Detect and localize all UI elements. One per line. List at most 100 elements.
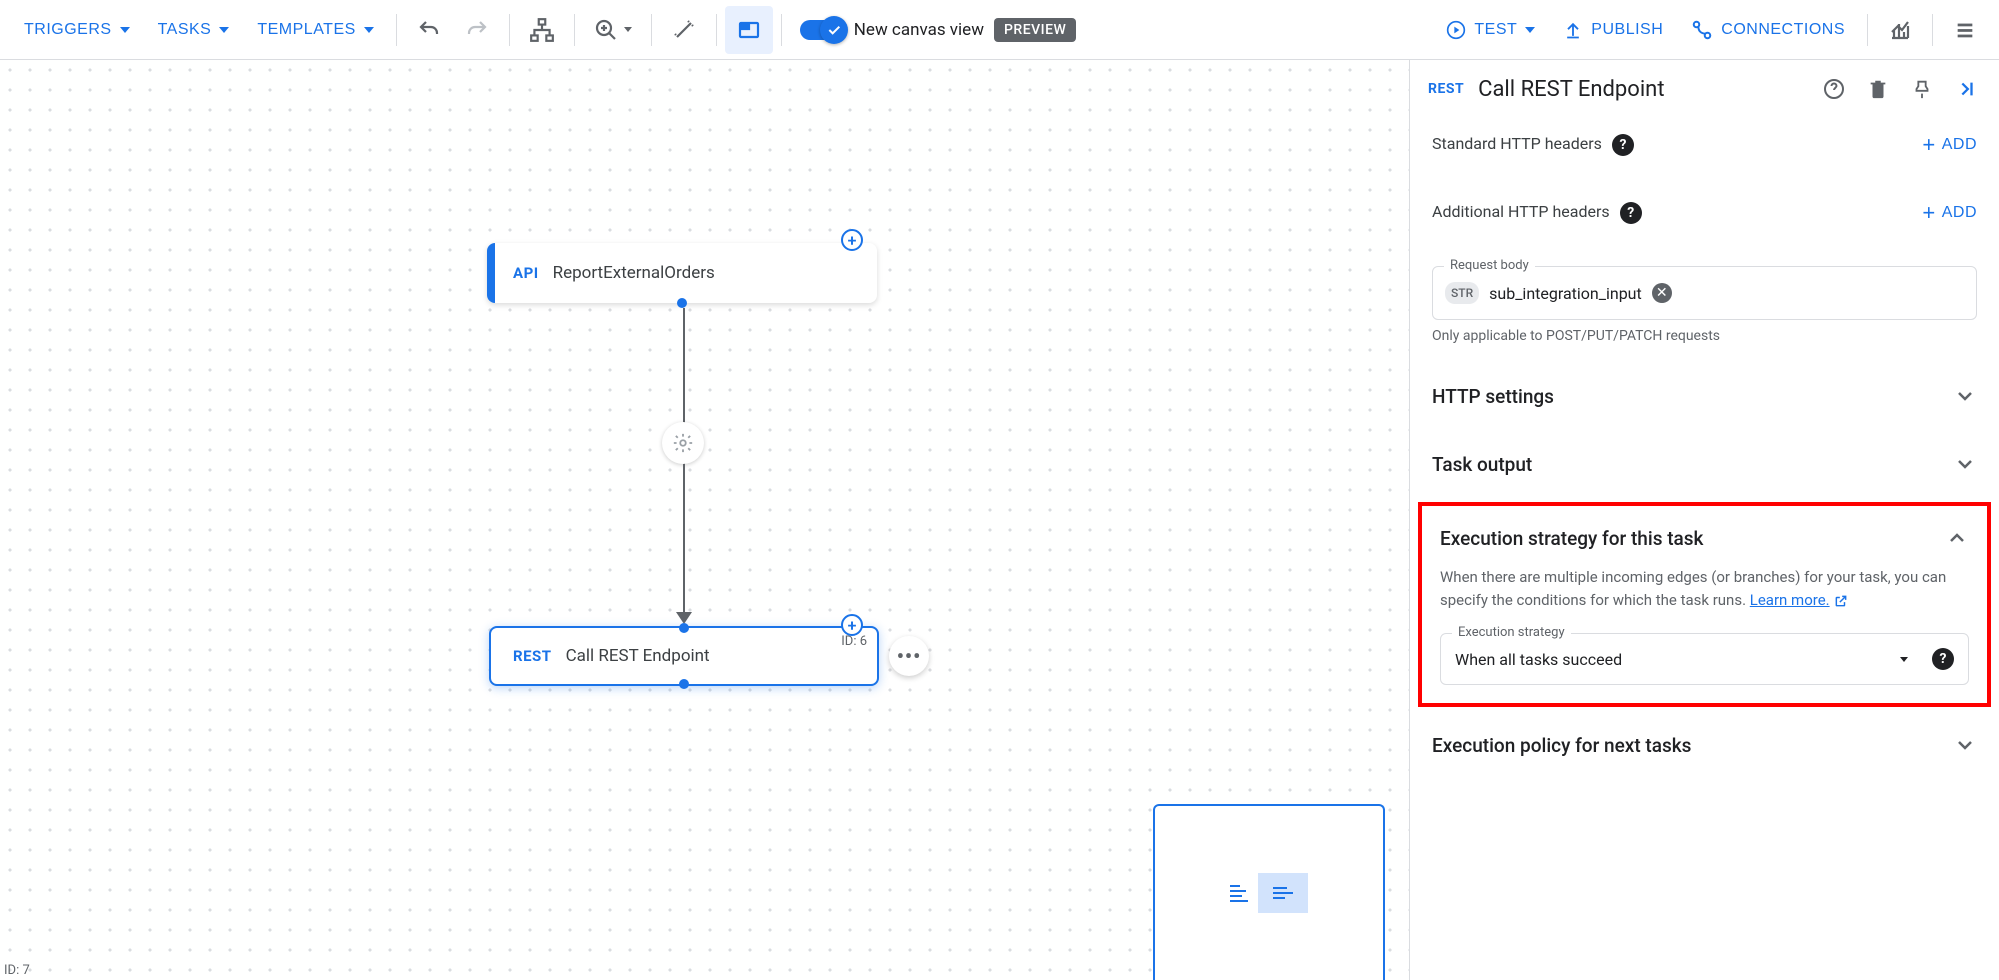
- test-button[interactable]: TEST: [1432, 10, 1549, 50]
- help-icon[interactable]: ?: [1612, 134, 1634, 156]
- node-more-button[interactable]: •••: [889, 636, 929, 676]
- panel-toggle-button[interactable]: [725, 6, 773, 54]
- addl-headers-row: Additional HTTP headers? +ADD: [1410, 172, 1999, 240]
- separator: [781, 14, 782, 46]
- help-button[interactable]: [1819, 74, 1849, 104]
- learn-more-link[interactable]: Learn more.: [1750, 591, 1848, 609]
- templates-menu[interactable]: TEMPLATES: [243, 10, 387, 50]
- menu-button[interactable]: [1941, 6, 1989, 54]
- edge-settings-button[interactable]: [662, 422, 704, 464]
- std-headers-row: Standard HTTP headers? +ADD: [1410, 118, 1999, 172]
- task-output-accordion[interactable]: Task output: [1410, 430, 1999, 498]
- triggers-label: TRIGGERS: [24, 21, 112, 39]
- http-settings-accordion[interactable]: HTTP settings: [1410, 362, 1999, 430]
- node-label: Call REST Endpoint: [566, 646, 734, 666]
- request-body-field: Request body STR sub_integration_input ✕: [1432, 266, 1977, 320]
- exec-strategy-value: When all tasks succeed: [1455, 650, 1888, 669]
- task-output-title: Task output: [1432, 453, 1532, 476]
- input-port[interactable]: [679, 623, 689, 633]
- undo-icon: [417, 18, 441, 42]
- chevron-down-icon: [1953, 384, 1977, 408]
- separator: [574, 14, 575, 46]
- help-icon[interactable]: ?: [1620, 202, 1642, 224]
- gear-icon: [672, 432, 694, 454]
- canvas-view-toggle[interactable]: [800, 20, 844, 40]
- node-id: ID: 6: [841, 634, 867, 649]
- connections-button[interactable]: CONNECTIONS: [1677, 10, 1859, 50]
- chip-type-badge: STR: [1445, 282, 1479, 304]
- exec-policy-title: Execution policy for next tasks: [1432, 734, 1691, 757]
- minimap-lines-icon: [1273, 887, 1293, 899]
- trigger-node[interactable]: API ReportExternalOrders +: [487, 243, 877, 303]
- api-icon: API: [513, 264, 539, 282]
- exec-strategy-section: Execution strategy for this task When th…: [1418, 502, 1991, 707]
- chevron-up-icon: [1945, 526, 1969, 550]
- details-panel: REST Call REST Endpoint Standard HTTP he…: [1409, 60, 1999, 980]
- separator: [1932, 14, 1933, 46]
- tasks-label: TASKS: [158, 21, 212, 39]
- chevron-down-icon: [1900, 657, 1908, 662]
- publish-icon: [1563, 20, 1583, 40]
- exec-strategy-accordion[interactable]: Execution strategy for this task: [1422, 506, 1987, 560]
- zoom-button[interactable]: [583, 6, 643, 54]
- collapse-icon: [1955, 78, 1977, 100]
- stats-button[interactable]: [1876, 6, 1924, 54]
- undo-button[interactable]: [405, 6, 453, 54]
- redo-icon: [465, 18, 489, 42]
- separator: [396, 14, 397, 46]
- separator: [509, 14, 510, 46]
- redo-button[interactable]: [453, 6, 501, 54]
- preview-badge: PREVIEW: [994, 18, 1076, 42]
- chip-remove-button[interactable]: ✕: [1652, 283, 1672, 303]
- chevron-down-icon: [1953, 452, 1977, 476]
- canvas[interactable]: API ReportExternalOrders + REST Call RES…: [0, 60, 1409, 980]
- layout-button[interactable]: [518, 6, 566, 54]
- layout-icon: [529, 17, 555, 43]
- edge: [683, 464, 685, 612]
- output-port[interactable]: [677, 298, 687, 308]
- request-body-input[interactable]: STR sub_integration_input ✕: [1432, 266, 1977, 320]
- tasks-menu[interactable]: TASKS: [144, 10, 244, 50]
- pin-button[interactable]: [1907, 74, 1937, 104]
- collapse-button[interactable]: [1951, 74, 1981, 104]
- toolbar: TRIGGERS TASKS TEMPLATES New canvas view…: [0, 0, 1999, 60]
- add-std-header-button[interactable]: +ADD: [1922, 132, 1977, 158]
- minimap-lines-icon: [1230, 885, 1248, 902]
- play-icon: [1446, 20, 1466, 40]
- menu-icon: [1954, 19, 1976, 41]
- exec-strategy-title: Execution strategy for this task: [1440, 527, 1703, 550]
- minimap[interactable]: [1153, 804, 1385, 980]
- add-addl-header-button[interactable]: +ADD: [1922, 200, 1977, 226]
- add-node-button[interactable]: +: [841, 614, 863, 636]
- test-label: TEST: [1474, 21, 1517, 39]
- addl-headers-label: Additional HTTP headers: [1432, 202, 1610, 221]
- chevron-down-icon: [120, 27, 130, 33]
- http-settings-title: HTTP settings: [1432, 385, 1554, 408]
- separator: [716, 14, 717, 46]
- chip-value: sub_integration_input: [1489, 284, 1642, 303]
- output-port[interactable]: [679, 679, 689, 689]
- minimap-viewport: [1258, 873, 1308, 913]
- triggers-menu[interactable]: TRIGGERS: [10, 10, 144, 50]
- exec-strategy-select[interactable]: When all tasks succeed ?: [1440, 633, 1969, 685]
- node-accent-bar: [487, 243, 495, 303]
- delete-button[interactable]: [1863, 74, 1893, 104]
- node-label: ReportExternalOrders: [553, 263, 739, 283]
- check-icon: [826, 22, 842, 38]
- panel-header: REST Call REST Endpoint: [1410, 60, 1999, 118]
- wand-button[interactable]: [660, 6, 708, 54]
- publish-button[interactable]: PUBLISH: [1549, 10, 1677, 50]
- chevron-down-icon: [1525, 27, 1535, 33]
- templates-label: TEMPLATES: [257, 21, 355, 39]
- new-canvas-label: New canvas view: [854, 20, 984, 40]
- panel-icon: [737, 18, 761, 42]
- publish-label: PUBLISH: [1591, 21, 1663, 39]
- exec-strategy-select-wrap: Execution strategy When all tasks succee…: [1440, 633, 1969, 685]
- separator: [1867, 14, 1868, 46]
- chevron-down-icon: [219, 27, 229, 33]
- task-node[interactable]: REST Call REST Endpoint ID: 6 + •••: [489, 626, 879, 686]
- chevron-down-icon: [1953, 733, 1977, 757]
- add-node-button[interactable]: +: [841, 229, 863, 251]
- exec-policy-accordion[interactable]: Execution policy for next tasks: [1410, 711, 1999, 779]
- help-icon[interactable]: ?: [1932, 648, 1954, 670]
